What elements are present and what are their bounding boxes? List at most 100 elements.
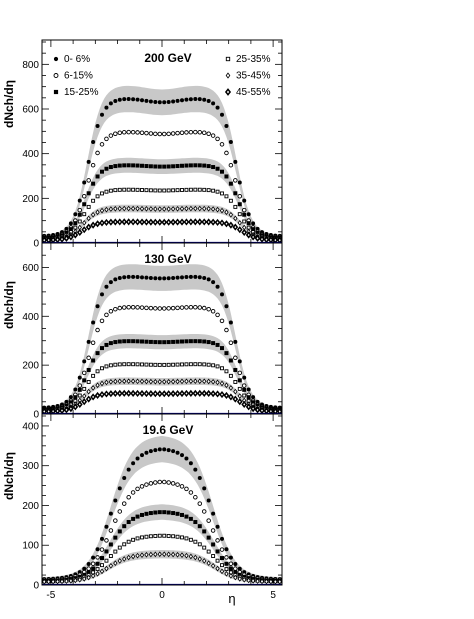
data-point xyxy=(251,227,256,232)
data-point xyxy=(113,498,118,503)
data-point xyxy=(126,187,131,192)
data-point xyxy=(242,387,247,392)
x-tick-label: -5 xyxy=(46,590,55,601)
data-point xyxy=(184,163,189,168)
data-point xyxy=(108,101,113,106)
data-point xyxy=(228,181,233,186)
data-point xyxy=(104,558,109,563)
data-point xyxy=(81,370,87,376)
data-point xyxy=(130,304,136,310)
data-point xyxy=(82,575,87,582)
data-point xyxy=(100,346,104,351)
data-point xyxy=(197,97,202,102)
data-point xyxy=(144,378,149,385)
data-point xyxy=(153,510,158,515)
y-tick-label: 200 xyxy=(22,194,39,205)
data-point xyxy=(202,205,207,212)
data-point xyxy=(148,188,153,193)
data-point xyxy=(184,552,189,559)
data-point xyxy=(90,573,96,579)
data-point xyxy=(139,305,145,310)
data-point xyxy=(90,221,96,229)
data-point xyxy=(197,475,202,480)
data-point xyxy=(180,98,184,103)
data-point xyxy=(219,219,225,227)
data-point xyxy=(113,164,118,169)
data-point xyxy=(162,340,167,345)
data-point xyxy=(184,305,189,310)
data-point xyxy=(263,236,270,243)
data-point xyxy=(224,351,229,356)
data-point xyxy=(197,305,203,310)
data-point xyxy=(206,362,211,367)
data-point xyxy=(179,389,185,398)
data-point xyxy=(228,555,233,560)
data-point xyxy=(86,191,91,196)
data-point xyxy=(103,390,110,398)
data-point xyxy=(90,211,96,218)
data-point xyxy=(202,378,207,385)
data-point xyxy=(99,207,105,214)
data-point xyxy=(246,395,251,400)
data-point xyxy=(99,380,105,387)
data-point xyxy=(91,358,96,363)
data-point xyxy=(220,536,224,541)
data-point xyxy=(250,233,256,241)
data-point xyxy=(228,221,234,229)
data-point xyxy=(215,364,220,369)
data-point xyxy=(162,510,167,515)
data-point xyxy=(108,390,114,398)
data-point xyxy=(219,390,225,399)
data-point xyxy=(134,218,141,226)
data-point xyxy=(86,574,91,581)
data-point xyxy=(117,545,122,550)
data-point xyxy=(104,312,109,318)
data-point xyxy=(228,373,233,378)
data-point xyxy=(206,306,211,312)
data-point xyxy=(77,212,82,217)
data-point xyxy=(99,142,105,147)
data-point xyxy=(140,453,144,458)
data-point xyxy=(113,188,118,193)
data-point xyxy=(220,112,224,117)
data-point xyxy=(175,450,180,455)
data-point xyxy=(233,562,238,567)
data-point xyxy=(193,495,198,500)
data-point xyxy=(104,136,109,142)
data-point xyxy=(148,390,154,398)
legend-label: 6-15% xyxy=(64,71,93,82)
data-point xyxy=(161,390,168,398)
data-point xyxy=(224,547,229,552)
data-point xyxy=(135,552,140,559)
data-point xyxy=(215,558,220,563)
data-point xyxy=(175,305,180,311)
data-point xyxy=(180,362,184,367)
data-point xyxy=(228,561,234,567)
data-point xyxy=(251,395,256,400)
data-point xyxy=(121,501,127,506)
data-point xyxy=(86,388,91,395)
data-point xyxy=(112,218,119,226)
data-point xyxy=(215,189,220,194)
data-point xyxy=(161,479,167,485)
data-point xyxy=(135,339,140,344)
data-point xyxy=(193,539,198,544)
legend-marker xyxy=(53,89,59,95)
legend-label: 25-35% xyxy=(236,54,271,65)
data-point xyxy=(241,400,248,409)
data-point xyxy=(215,524,220,529)
x-tick-label: 5 xyxy=(270,590,276,601)
data-point xyxy=(148,305,154,311)
data-point xyxy=(220,556,224,561)
data-point xyxy=(192,389,199,397)
data-point xyxy=(117,362,122,367)
data-point xyxy=(206,518,211,523)
legend-label: 15-25% xyxy=(64,87,99,98)
data-point xyxy=(143,218,150,226)
data-point xyxy=(68,578,74,584)
data-point xyxy=(166,306,171,311)
data-point xyxy=(196,218,203,226)
data-point xyxy=(233,159,238,164)
data-point xyxy=(126,205,131,212)
data-point xyxy=(215,312,220,318)
